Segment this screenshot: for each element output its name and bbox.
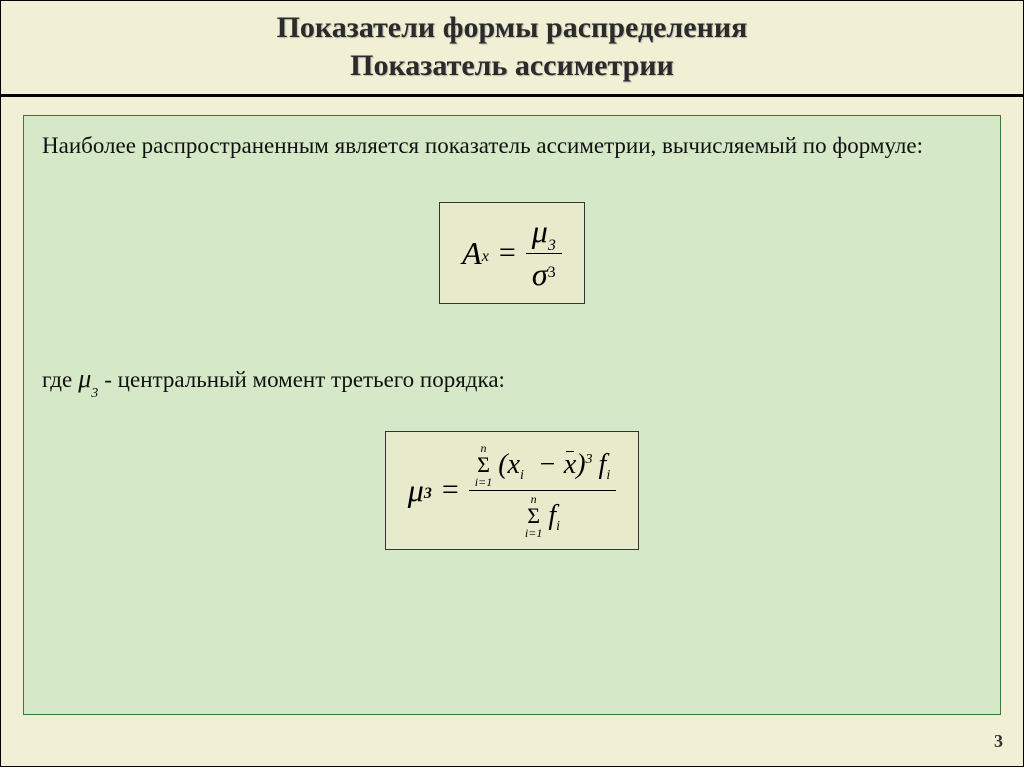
f1-lhs-sub: x [482,248,489,266]
f1-num-sub: 3 [548,237,556,254]
intro-paragraph: Наиболее распространенным является показ… [42,130,982,162]
f2-lhs-sub: 3 [424,485,432,503]
where-suffix: - центральный момент третьего порядка: [104,367,505,393]
formula-1-wrap: Ax = μ3 σ3 [42,202,982,304]
slide-title: Показатели формы распределения Показател… [1,1,1023,90]
f2-lhs-mu: μ [408,472,424,509]
title-divider [1,94,1023,97]
f-term-den: fi [548,500,560,532]
f1-fraction: μ3 σ3 [526,213,562,293]
sum-denominator: n Σ i=1 [525,493,542,539]
f1-den-sup: 3 [548,264,556,281]
title-line-1: Показатели формы распределения [21,9,1003,47]
f1-den-sigma: σ [532,256,548,292]
where-line: где μ3 - центральный момент третьего пор… [42,364,982,398]
where-mu: μ3 [78,364,98,398]
slide: Показатели формы распределения Показател… [0,0,1024,767]
formula-2-wrap: μ3 = n Σ i=1 (xi − x)3 [42,431,982,550]
formula-2: μ3 = n Σ i=1 (xi − x)3 [385,431,639,550]
title-line-2: Показатель ассиметрии [21,47,1003,85]
f-term-num: fi [599,449,611,481]
f2-fraction: n Σ i=1 (xi − x)3 fi [469,442,616,539]
formula-1: Ax = μ3 σ3 [439,202,585,304]
equals-sign: = [499,236,516,270]
paren-term: (xi − x)3 [498,449,592,481]
f1-lhs-A: A [462,235,482,272]
where-prefix: где [42,367,72,393]
equals-sign-2: = [442,473,459,507]
sum-numerator: n Σ i=1 [475,442,492,488]
page-number: 3 [994,731,1003,752]
f1-num-mu: μ [532,213,548,249]
content-panel: Наиболее распространенным является показ… [23,115,1001,715]
